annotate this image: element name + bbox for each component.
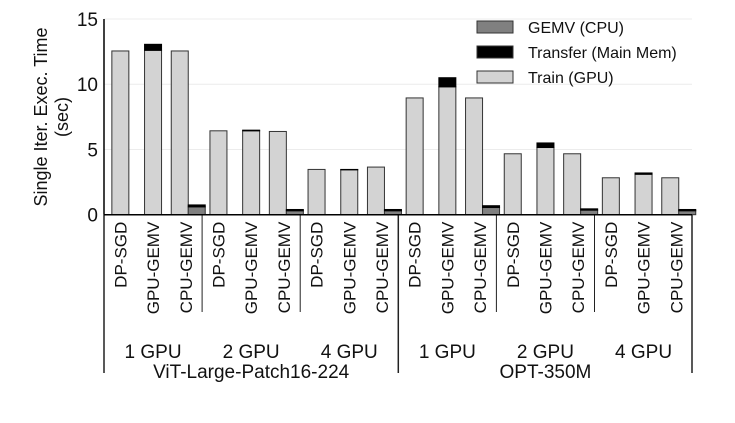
- x-tick-label: CPU-GEMV: [275, 221, 294, 313]
- x-tick-label: DP-SGD: [308, 222, 327, 288]
- bar-train: [601, 177, 620, 216]
- bar-train: [366, 166, 385, 216]
- bar-train: [405, 97, 424, 216]
- x-tick-label: CPU-GEMV: [177, 221, 196, 313]
- bar-train: [170, 50, 189, 216]
- x-tick-label: DP-SGD: [209, 222, 228, 288]
- x-tick-label: GPU-GEMV: [635, 221, 654, 314]
- group-label: 1 GPU: [419, 342, 476, 363]
- bar-train: [438, 86, 457, 216]
- bar-train: [340, 169, 359, 216]
- bar-transfer: [438, 77, 457, 88]
- bar-transfer: [536, 142, 555, 149]
- group-label: 1 GPU: [125, 342, 182, 363]
- bar-train: [144, 49, 163, 216]
- bar-cpu-transfer: [285, 208, 304, 212]
- group-label: 2 GPU: [517, 342, 574, 363]
- bar-train: [536, 147, 555, 216]
- x-tick-label: GPU-GEMV: [242, 221, 261, 314]
- bar-transfer: [144, 43, 163, 51]
- x-tick-label: CPU-GEMV: [373, 221, 392, 313]
- model-label: OPT-350M: [500, 362, 592, 383]
- y-axis-label-line1: Single Iter. Exec. Time: [31, 27, 51, 206]
- bar-train: [268, 130, 287, 216]
- y-tick-label: 5: [87, 140, 98, 161]
- x-tick-label: CPU-GEMV: [471, 221, 490, 313]
- bar-train: [307, 168, 326, 216]
- bar-cpu-transfer: [580, 208, 599, 211]
- bar-train: [111, 50, 130, 216]
- bar-train: [209, 130, 228, 216]
- x-tick-label: GPU-GEMV: [340, 221, 359, 314]
- x-tick-label: DP-SGD: [406, 222, 425, 288]
- legend-label: GEMV (CPU): [528, 20, 624, 37]
- y-tick-label: 10: [77, 75, 98, 96]
- bar-cpu-gemv: [482, 207, 501, 216]
- bar-train: [242, 130, 261, 216]
- bar-cpu-transfer: [482, 205, 501, 209]
- legend-label: Train (GPU): [528, 70, 614, 87]
- group-label: 4 GPU: [321, 342, 378, 363]
- group-label: 2 GPU: [223, 342, 280, 363]
- x-tick-label: CPU-GEMV: [667, 221, 686, 313]
- bar-train: [465, 97, 484, 216]
- y-tick-label: 0: [87, 206, 98, 227]
- bar-train: [661, 177, 680, 216]
- bar-train: [563, 153, 582, 216]
- x-tick-label: GPU-GEMV: [438, 221, 457, 314]
- legend-swatch: [476, 45, 514, 59]
- bar-cpu-transfer: [383, 208, 402, 212]
- bar-cpu-transfer: [187, 204, 206, 208]
- legend-swatch: [476, 20, 514, 34]
- x-tick-label: CPU-GEMV: [569, 221, 588, 313]
- bar-train: [503, 153, 522, 216]
- legend-swatch: [476, 70, 514, 84]
- x-tick-label: DP-SGD: [602, 222, 621, 288]
- bar-transfer: [634, 172, 653, 175]
- x-tick-label: DP-SGD: [504, 222, 523, 288]
- model-label: ViT-Large-Patch16-224: [153, 362, 350, 383]
- bar-transfer: [242, 129, 261, 132]
- y-tick-label: 15: [77, 10, 98, 31]
- bar-cpu-gemv: [187, 206, 206, 216]
- bar-train: [634, 173, 653, 216]
- x-tick-label: DP-SGD: [111, 222, 130, 288]
- x-tick-label: GPU-GEMV: [536, 221, 555, 314]
- group-label: 4 GPU: [615, 342, 672, 363]
- bar-cpu-transfer: [678, 208, 697, 212]
- y-axis-label-line2: (sec): [52, 97, 72, 137]
- x-tick-label: GPU-GEMV: [144, 221, 163, 314]
- legend-label: Transfer (Main Mem): [528, 45, 677, 62]
